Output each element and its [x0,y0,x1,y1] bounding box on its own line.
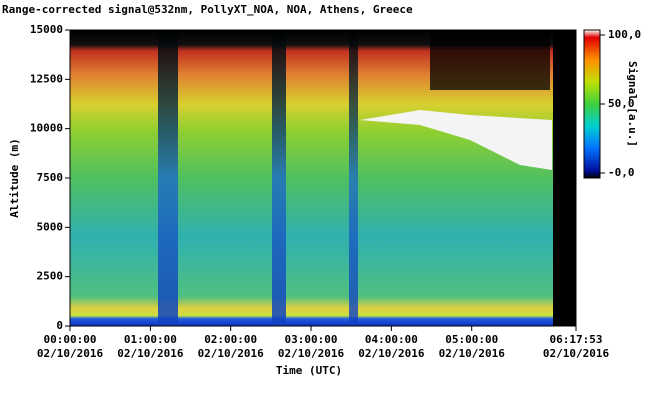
y-tick-label: 5000 [37,220,64,233]
y-tick-label: 0 [56,319,63,332]
x-tick-label: 00:00:00 [44,333,97,346]
y-tick-label: 7500 [37,171,64,184]
chart-title: Range-corrected signal@532nm, PollyXT_NO… [2,3,413,16]
y-tick-label: 12500 [30,72,63,85]
x-axis-label: Time (UTC) [276,364,342,377]
x-tick-date: 02/10/2016 [439,347,506,360]
x-tick-date: 02/10/2016 [198,347,265,360]
heatmap-field [70,30,576,326]
colorbar [583,29,601,179]
x-tick-label: 06:17:53 [550,333,603,346]
x-tick-label: 05:00:00 [445,333,498,346]
colorbar-tick-label: 100,0 [608,28,641,41]
x-tick-label: 04:00:00 [365,333,418,346]
x-tick-label: 03:00:00 [285,333,338,346]
x-tick-label: 01:00:00 [124,333,177,346]
x-tick-date: 02/10/2016 [278,347,345,360]
x-tick-date: 02/10/2016 [37,347,104,360]
colorbar-tick-label: 50,0 [608,97,635,110]
x-tick-date: 02/10/2016 [358,347,425,360]
y-tick-label: 10000 [30,122,63,135]
colorbar-label: Signal [a.u.] [626,61,639,147]
x-tick-date: 02/10/2016 [117,347,184,360]
colorbar-tick-label: -0,0 [608,166,635,179]
y-tick-label: 2500 [37,270,64,283]
x-tick-label: 02:00:00 [204,333,257,346]
y-axis-label: Altitude (m) [8,138,21,217]
y-tick-label: 15000 [30,23,63,36]
x-tick-date: 02/10/2016 [543,347,610,360]
